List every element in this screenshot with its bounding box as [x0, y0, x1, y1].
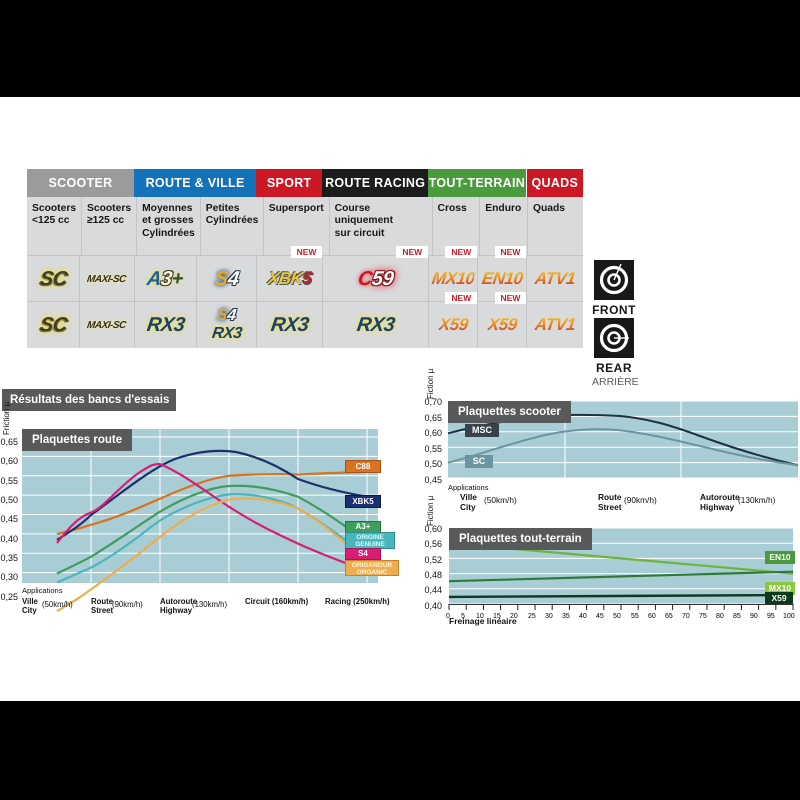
svg-text:65: 65 [665, 613, 673, 618]
svg-text:90: 90 [750, 613, 758, 618]
svg-text:95: 95 [767, 613, 775, 618]
svg-text:40: 40 [579, 613, 587, 618]
svg-text:55: 55 [631, 613, 639, 618]
svg-text:75: 75 [699, 613, 707, 618]
svg-text:85: 85 [733, 613, 741, 618]
svg-text:45: 45 [596, 613, 604, 618]
svg-text:60: 60 [648, 613, 656, 618]
svg-text:35: 35 [562, 613, 570, 618]
svg-text:25: 25 [528, 613, 536, 618]
svg-text:100: 100 [783, 613, 795, 618]
svg-text:70: 70 [682, 613, 690, 618]
svg-text:80: 80 [716, 613, 724, 618]
svg-text:30: 30 [545, 613, 553, 618]
svg-text:50: 50 [613, 613, 621, 618]
